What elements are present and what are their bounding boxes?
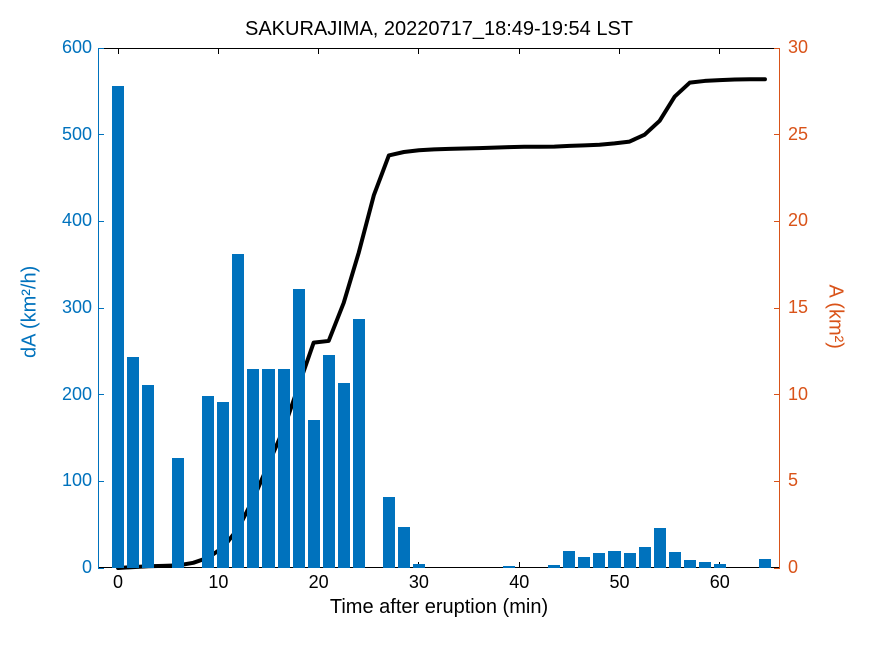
- bar: [172, 458, 184, 568]
- y-left-tick-label: 500: [62, 124, 92, 145]
- bar: [593, 553, 605, 568]
- bar: [323, 355, 335, 568]
- y-left-tick-label: 0: [82, 557, 92, 578]
- bar: [383, 497, 395, 568]
- y-left-tick-label: 100: [62, 470, 92, 491]
- bar: [759, 559, 771, 568]
- y-right-tick-label: 30: [788, 37, 808, 58]
- bar: [669, 552, 681, 568]
- bar: [262, 369, 274, 568]
- y-left-axis-line: [98, 48, 99, 568]
- bar: [278, 369, 290, 568]
- y-right-tick-label: 10: [788, 384, 808, 405]
- y-left-tick-label: 400: [62, 210, 92, 231]
- plot-area: [98, 48, 780, 568]
- x-tick-label: 10: [198, 572, 238, 593]
- chart-title: SAKURAJIMA, 20220717_18:49-19:54 LST: [98, 18, 780, 41]
- bar: [684, 560, 696, 568]
- bar: [247, 369, 259, 568]
- x-tick-label: 40: [499, 572, 539, 593]
- bar: [338, 383, 350, 568]
- bar: [714, 564, 726, 568]
- x-tick: [418, 48, 419, 54]
- bar: [398, 527, 410, 568]
- y-left-tick-label: 200: [62, 384, 92, 405]
- bar: [548, 565, 560, 568]
- y-right-tick-label: 0: [788, 557, 798, 578]
- bar: [232, 254, 244, 568]
- y-right-tick-label: 20: [788, 210, 808, 231]
- x-tick: [218, 48, 219, 54]
- x-tick-label: 0: [98, 572, 138, 593]
- y-left-tick-label: 600: [62, 37, 92, 58]
- bar: [654, 528, 666, 568]
- bar: [639, 547, 651, 568]
- y-left-axis-label: dA (km²/h): [19, 266, 42, 358]
- x-tick: [619, 48, 620, 54]
- y-right-axis-line: [779, 48, 780, 568]
- x-tick-label: 60: [700, 572, 740, 593]
- x-tick-label: 50: [600, 572, 640, 593]
- bar: [353, 319, 365, 568]
- bar: [624, 553, 636, 568]
- x-tick: [118, 48, 119, 54]
- bar: [217, 402, 229, 568]
- x-axis-label: Time after eruption (min): [98, 596, 780, 619]
- bar: [503, 566, 515, 568]
- y-right-tick-label: 15: [788, 297, 808, 318]
- x-tick: [519, 562, 520, 568]
- bar: [608, 551, 620, 568]
- bar: [308, 420, 320, 568]
- x-tick-label: 20: [299, 572, 339, 593]
- y-right-tick-label: 25: [788, 124, 808, 145]
- bar: [127, 357, 139, 568]
- bar: [202, 396, 214, 568]
- y-left-tick-label: 300: [62, 297, 92, 318]
- bar: [142, 385, 154, 568]
- chart-container: SAKURAJIMA, 20220717_18:49-19:54 LST 0 10…: [0, 0, 875, 656]
- x-tick: [519, 48, 520, 54]
- bar: [578, 557, 590, 568]
- bar: [112, 86, 124, 568]
- x-tick: [318, 48, 319, 54]
- x-tick-label: 30: [399, 572, 439, 593]
- y-right-axis-label: A (km²): [824, 285, 847, 349]
- x-tick: [719, 48, 720, 54]
- bar: [563, 551, 575, 568]
- bar: [293, 289, 305, 568]
- bar: [699, 562, 711, 568]
- y-right-tick-label: 5: [788, 470, 798, 491]
- bar: [413, 564, 425, 568]
